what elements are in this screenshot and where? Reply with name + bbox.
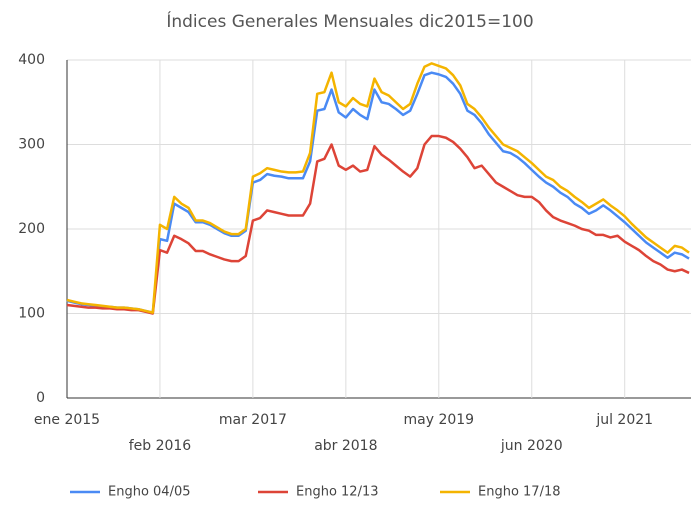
line-series	[66, 71, 690, 314]
legend-label: Engho 17/18	[478, 485, 561, 500]
legend-label: Engho 12/13	[296, 485, 379, 500]
y-tick-label: 300	[18, 137, 45, 153]
y-tick-label: 0	[36, 390, 45, 406]
x-tick-label: jun 2020	[500, 438, 563, 454]
chart-title: Índices Generales Mensuales dic2015=100	[166, 10, 533, 32]
line-series	[66, 62, 690, 314]
x-tick-label: may 2019	[404, 412, 475, 428]
line-series	[66, 134, 690, 315]
legend-label: Engho 04/05	[108, 485, 191, 500]
y-tick-label: 100	[18, 306, 45, 322]
y-tick-label: 400	[18, 52, 45, 68]
x-tick-label: mar 2017	[219, 412, 287, 428]
x-tick-label: feb 2016	[129, 438, 192, 454]
x-tick-label: ene 2015	[34, 412, 100, 428]
y-tick-label: 200	[18, 221, 45, 237]
x-tick-label: jul 2021	[595, 412, 653, 428]
x-tick-label: abr 2018	[314, 438, 377, 454]
